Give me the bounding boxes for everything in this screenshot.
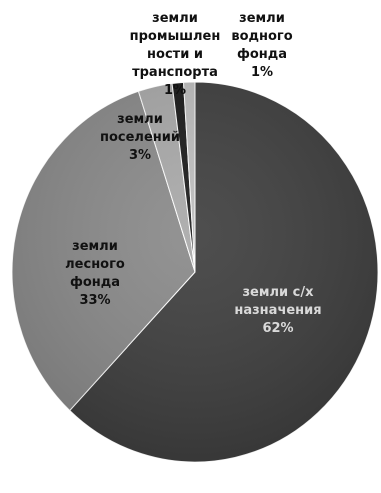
pie-slices (11, 81, 379, 463)
data-label-industry-transport: земли промышлен ности и транспорта 1% (130, 11, 221, 98)
pie-labels: земли с/х назначения 62% земли лесного фонда 3… (65, 11, 321, 336)
data-label-forest-fund: земли лесного фонда 33% (65, 239, 125, 308)
data-label-agricultural: земли с/х назначения 62% (234, 285, 321, 336)
data-label-water-fund: земли водного фонда 1% (231, 11, 292, 80)
data-label-settlements: земли поселений 3% (100, 112, 180, 163)
